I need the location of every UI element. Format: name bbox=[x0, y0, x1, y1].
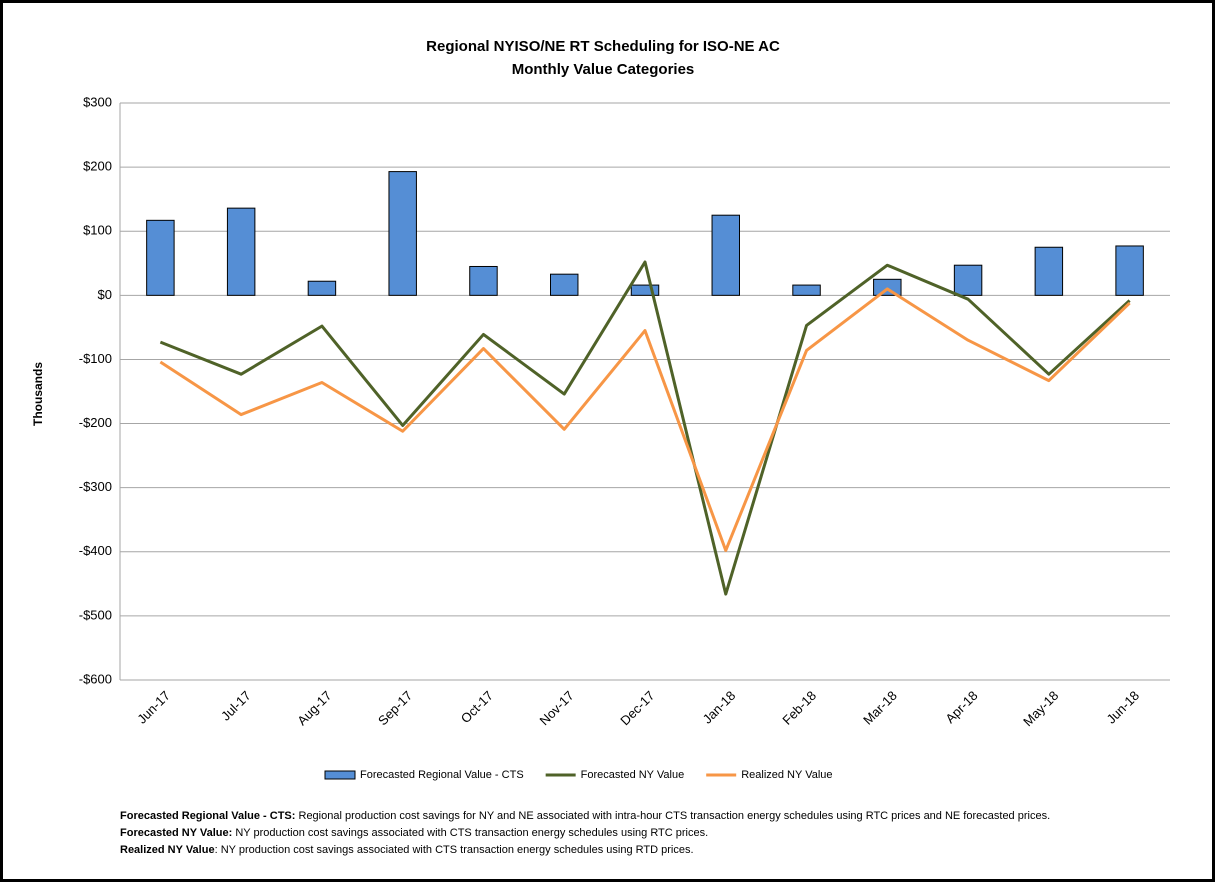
x-tick-label: Jul-17 bbox=[218, 688, 254, 724]
y-tick-label: $300 bbox=[83, 94, 112, 109]
note: Forecasted Regional Value - CTS: Regiona… bbox=[120, 808, 1050, 825]
y-tick-label: -$100 bbox=[79, 351, 112, 366]
note: Realized NY Value: NY production cost sa… bbox=[120, 842, 1050, 859]
chart-title: Regional NYISO/NE RT Scheduling for ISO-… bbox=[426, 38, 780, 55]
x-tick-label: Jun-18 bbox=[1103, 688, 1142, 727]
bar bbox=[792, 284, 821, 296]
notes: Forecasted Regional Value - CTS: Regiona… bbox=[120, 808, 1050, 859]
x-tick-label: Aug-17 bbox=[294, 688, 334, 728]
note-text: Regional production cost savings for NY … bbox=[295, 810, 1051, 822]
legend-swatch bbox=[324, 770, 356, 780]
bar bbox=[1115, 245, 1144, 296]
bar bbox=[953, 264, 983, 296]
note-text: : NY production cost savings associated … bbox=[214, 844, 694, 856]
bar bbox=[873, 278, 902, 296]
legend-label: Realized NY Value bbox=[741, 769, 832, 781]
x-tick-label: Jun-17 bbox=[134, 688, 173, 727]
bar bbox=[550, 273, 579, 296]
line bbox=[159, 260, 1131, 596]
y-tick-label: $0 bbox=[98, 287, 112, 302]
y-tick-label: -$600 bbox=[79, 671, 112, 686]
bar bbox=[630, 284, 660, 296]
bar bbox=[1034, 246, 1064, 296]
legend-label: Forecasted Regional Value - CTS bbox=[360, 769, 524, 781]
note-term: Forecasted Regional Value - CTS: bbox=[120, 810, 296, 822]
legend-label: Forecasted NY Value bbox=[581, 769, 685, 781]
chart: Regional NYISO/NE RT Scheduling for ISO-… bbox=[31, 38, 1170, 781]
x-tick-label: Feb-18 bbox=[779, 688, 819, 728]
y-tick-label: -$400 bbox=[79, 543, 112, 558]
chart-subtitle: Monthly Value Categories bbox=[512, 61, 695, 78]
bar bbox=[469, 265, 498, 296]
y-tick-label: $200 bbox=[83, 159, 112, 174]
x-tick-label: May-18 bbox=[1020, 688, 1061, 729]
bar bbox=[226, 207, 256, 296]
note-text: NY production cost savings associated wi… bbox=[232, 827, 709, 839]
note-term: Realized NY Value bbox=[120, 844, 215, 856]
y-tick-label: $100 bbox=[83, 223, 112, 238]
x-tick-label: Dec-17 bbox=[617, 688, 657, 728]
bar bbox=[307, 280, 337, 296]
note-term: Forecasted NY Value: bbox=[120, 827, 233, 839]
y-axis-label: Thousands bbox=[31, 362, 45, 426]
x-tick-label: Mar-18 bbox=[860, 688, 900, 728]
x-tick-label: Sep-17 bbox=[375, 688, 415, 728]
x-tick-label: Oct-17 bbox=[458, 688, 496, 726]
line bbox=[159, 287, 1131, 552]
bar bbox=[711, 214, 740, 296]
x-tick-label: Jan-18 bbox=[700, 688, 739, 727]
bar bbox=[388, 171, 417, 296]
y-tick-label: -$500 bbox=[79, 607, 112, 622]
x-tick-label: Apr-18 bbox=[942, 688, 980, 726]
x-tick-label: Nov-17 bbox=[537, 688, 577, 728]
note: Forecasted NY Value: NY production cost … bbox=[120, 825, 1050, 842]
y-tick-label: -$300 bbox=[79, 479, 112, 494]
y-tick-label: -$200 bbox=[79, 415, 112, 430]
bar bbox=[146, 219, 175, 296]
